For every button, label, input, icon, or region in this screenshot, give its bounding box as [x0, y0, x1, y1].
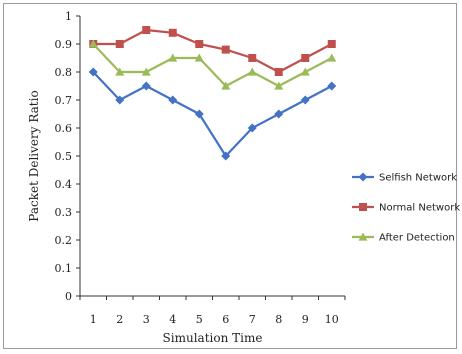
data-point-triangle	[88, 39, 98, 48]
data-point-square	[142, 26, 151, 34]
data-point-triangle	[221, 81, 231, 90]
data-point-square	[168, 28, 177, 37]
series-line	[93, 28, 333, 74]
y-tick-label: 0.6	[55, 122, 73, 135]
y-tick-label: 0.5	[55, 150, 73, 163]
data-point-triangle	[194, 53, 204, 62]
legend-item: Normal Network	[352, 203, 460, 214]
y-tick-label: 0.7	[55, 94, 73, 107]
data-point-square	[301, 54, 310, 62]
x-tick-label: 1	[90, 313, 97, 326]
series-normal-network	[89, 26, 336, 76]
y-axis-title: Packet Delivery Ratio	[27, 90, 41, 221]
series-line	[92, 43, 333, 88]
x-tick-label: 9	[302, 313, 309, 326]
data-point-diamond	[194, 109, 204, 119]
series-layer	[88, 26, 337, 161]
x-tick-label: 7	[249, 313, 256, 326]
series-after-detection	[88, 39, 337, 90]
y-tick-label: 0.8	[55, 66, 73, 79]
data-point-diamond	[274, 109, 284, 119]
series-selfish-network	[88, 67, 337, 161]
y-tick-label: 0.9	[55, 38, 73, 51]
data-point-triangle	[274, 81, 284, 90]
data-point-diamond	[247, 123, 257, 133]
x-tick-label: 4	[169, 313, 176, 326]
data-point-diamond	[115, 95, 125, 105]
y-tick-label: 0.4	[55, 178, 73, 191]
data-point-diamond	[300, 95, 310, 105]
x-tick-label: 5	[196, 313, 203, 326]
data-point-diamond	[327, 81, 337, 91]
y-axis: 0 0.1 0.2 0.3 0.4 0.5 0.6 0.7 0.8 0.9 1	[55, 10, 81, 303]
data-point-square	[248, 54, 257, 62]
legend-item: Selfish Network	[352, 172, 457, 184]
y-tick-label: 0	[65, 290, 72, 303]
legend-label: After Detection	[379, 233, 455, 244]
x-tick-label: 10	[325, 313, 339, 326]
chart-frame	[3, 3, 457, 349]
x-axis-title: Simulation Time	[163, 331, 263, 345]
data-point-triangle	[141, 67, 151, 76]
legend: Selfish Network Normal Network After Detec…	[352, 172, 460, 244]
data-point-square	[221, 45, 230, 54]
legend-label: Normal Network	[379, 203, 460, 214]
y-tick-label: 0.1	[55, 262, 73, 275]
x-tick-label: 8	[275, 313, 282, 326]
data-point-triangle	[247, 67, 257, 76]
data-point-square	[359, 203, 367, 211]
data-point-triangle	[168, 53, 178, 62]
data-point-triangle	[358, 232, 368, 241]
x-tick-label: 3	[143, 313, 150, 326]
y-tick-label: 0.2	[55, 234, 73, 247]
data-point-diamond	[221, 151, 231, 161]
legend-item: After Detection	[352, 232, 455, 244]
data-point-square	[195, 40, 204, 48]
x-axis: 1 2 3 4 5 6 7 8 9 10	[79, 295, 346, 326]
data-point-square	[327, 40, 336, 48]
y-tick-label: 1	[65, 10, 72, 23]
data-point-triangle	[300, 67, 310, 76]
data-point-square	[115, 40, 124, 48]
legend-label: Selfish Network	[379, 173, 457, 184]
data-point-square	[274, 68, 283, 76]
data-point-diamond	[88, 67, 98, 77]
data-point-triangle	[115, 67, 125, 76]
y-tick-label: 0.3	[55, 206, 73, 219]
x-tick-label: 6	[222, 313, 229, 326]
data-point-diamond	[141, 81, 151, 91]
x-tick-label: 2	[116, 313, 123, 326]
series-line	[92, 71, 333, 158]
data-point-diamond	[168, 95, 178, 105]
data-point-diamond	[358, 172, 368, 182]
data-point-triangle	[327, 53, 337, 62]
